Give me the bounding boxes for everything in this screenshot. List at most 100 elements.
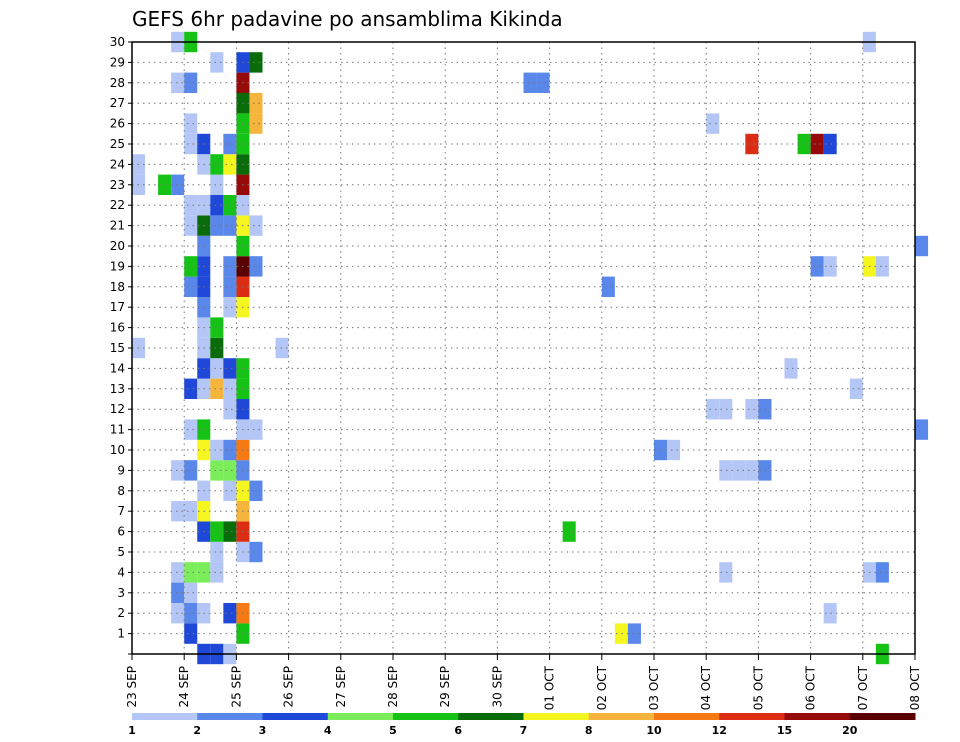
precip-cell (915, 419, 929, 440)
precip-cell (614, 623, 628, 644)
precip-cell (184, 276, 198, 297)
colorbar-label: 4 (324, 724, 332, 737)
x-axis: 23 SEP 24 SEP 25 SEP 26 SEP 27 SEP 28 SEP 29 S… (125, 654, 922, 710)
y-tick-label: 24 (110, 157, 125, 171)
precip-cell (706, 113, 720, 134)
x-tick-label: 04 OCT (699, 665, 713, 710)
y-tick-label: 16 (110, 321, 125, 335)
precip-cell (223, 195, 237, 216)
precip-cell (184, 215, 198, 236)
colorbar-swatch (784, 713, 851, 720)
precip-cell (249, 541, 263, 563)
precip-cell (849, 378, 863, 399)
precip-cell (210, 317, 224, 338)
precip-cell (210, 337, 224, 359)
colorbar-swatch (523, 713, 590, 720)
precip-cell (210, 154, 224, 175)
y-tick-label: 7 (117, 504, 125, 518)
precip-cell (184, 623, 198, 644)
precip-cell (210, 439, 224, 461)
y-tick-label: 3 (117, 586, 125, 600)
precip-cell (184, 72, 198, 93)
x-tick-label: 24 SEP (177, 666, 191, 708)
y-tick-label: 18 (110, 280, 125, 294)
precip-cell (223, 154, 237, 175)
precip-cell (223, 358, 237, 379)
colorbar-label: 3 (259, 724, 267, 737)
precip-cell (184, 501, 198, 522)
colorbar-swatch (327, 713, 394, 720)
x-tick-label: 07 OCT (856, 665, 870, 710)
precip-cell (875, 562, 889, 583)
x-tick-label: 28 SEP (386, 666, 400, 708)
y-tick-label: 20 (110, 239, 125, 253)
precip-cell (223, 297, 237, 318)
y-tick-label: 2 (117, 606, 125, 620)
y-tick-label: 29 (110, 55, 125, 69)
precip-cell (171, 72, 185, 93)
precip-cell (210, 358, 224, 379)
precip-cell (184, 378, 198, 399)
precip-cell (171, 562, 185, 583)
precip-cell (210, 378, 224, 399)
precip-cell (249, 113, 263, 134)
y-tick-label: 21 (110, 219, 125, 233)
precip-cell (184, 256, 198, 277)
colorbar-swatch (132, 713, 198, 720)
y-tick-label: 26 (110, 117, 125, 131)
precip-cell (223, 480, 237, 501)
precip-cell (249, 419, 263, 440)
colorbar-label: 8 (585, 724, 593, 737)
precip-cell (210, 521, 224, 542)
x-tick-label: 02 OCT (595, 665, 609, 710)
precip-cell (184, 562, 198, 583)
colorbar-label: 15 (777, 724, 792, 737)
y-tick-label: 15 (110, 341, 125, 355)
precip-cell (223, 521, 237, 542)
precip-cell (823, 133, 837, 155)
colorbar-swatch (197, 713, 263, 720)
precip-cell (523, 72, 537, 93)
precip-cell (667, 439, 681, 461)
x-tick-label: 29 SEP (438, 666, 452, 708)
y-tick-label: 27 (110, 96, 125, 110)
precip-cell (249, 480, 263, 501)
x-tick-label: 23 SEP (125, 666, 139, 708)
y-tick-label: 5 (117, 545, 125, 559)
colorbar-legend: 1 2 3 4 5 6 7 8 10 12 15 20 (128, 713, 916, 737)
precip-cell (536, 72, 550, 93)
precip-cell (223, 276, 237, 297)
colorbar-label: 5 (389, 724, 397, 737)
precip-cell (210, 195, 224, 216)
precip-cell (601, 276, 615, 297)
precip-cell (171, 174, 185, 195)
y-tick-label: 14 (110, 361, 125, 375)
y-tick-label: 17 (110, 300, 125, 314)
precip-cell (210, 541, 224, 563)
y-tick-label: 1 (117, 627, 125, 641)
chart-title: GEFS 6hr padavine po ansamblima Kikinda (132, 7, 563, 31)
precip-cell (875, 256, 889, 277)
y-tick-label: 23 (110, 178, 125, 192)
precip-cell (171, 582, 185, 603)
y-tick-label: 11 (110, 423, 125, 437)
precip-cell (249, 52, 263, 73)
y-tick-label: 19 (110, 259, 125, 273)
precipitation-cells (132, 31, 929, 665)
y-tick-label: 4 (117, 565, 125, 579)
colorbar-swatch (262, 713, 329, 720)
x-tick-label: 30 SEP (490, 666, 504, 708)
colorbar-swatch (719, 713, 785, 720)
precip-cell (210, 52, 224, 73)
colorbar-label: 7 (520, 724, 528, 737)
precip-cell (745, 399, 759, 420)
colorbar-swatch (654, 713, 720, 720)
precip-cell (223, 378, 237, 399)
precip-cell (719, 562, 733, 583)
precip-cell (171, 460, 185, 481)
y-tick-label: 13 (110, 382, 125, 396)
precip-cell (184, 113, 198, 134)
y-tick-label: 6 (117, 525, 125, 539)
y-tick-label: 9 (117, 463, 125, 477)
precip-cell (158, 174, 172, 195)
